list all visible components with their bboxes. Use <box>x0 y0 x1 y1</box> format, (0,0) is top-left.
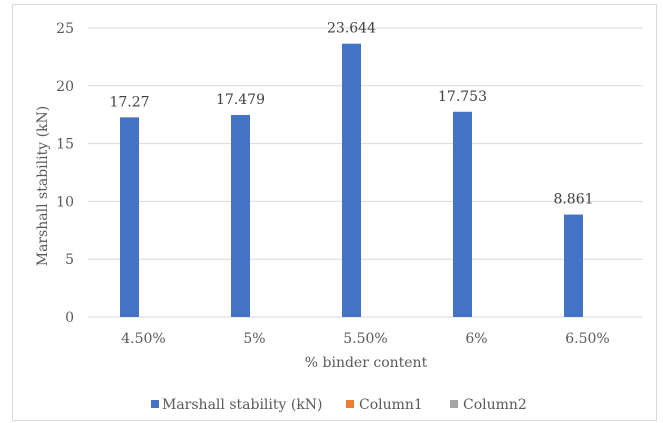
legend-swatch-series-3 <box>450 400 458 408</box>
legend-item-series-1: Marshall stability (kN) <box>151 397 323 413</box>
y-tick-label: 0 <box>65 310 74 326</box>
data-label: 17.753 <box>438 89 487 105</box>
bar <box>453 111 472 317</box>
x-tick-label: 5.50% <box>343 331 387 347</box>
data-label: 8.861 <box>553 192 593 208</box>
legend-swatch-series-2 <box>346 400 354 408</box>
data-label: 17.27 <box>109 94 149 110</box>
x-axis-title: % binder content <box>305 355 428 371</box>
data-labels: 17.27 17.479 23.644 17.753 8.861 <box>109 21 593 208</box>
legend-item-series-3: Column2 <box>450 397 527 413</box>
y-axis-ticks: 0 5 10 15 20 25 <box>56 21 74 326</box>
bar <box>120 117 139 318</box>
bar <box>231 114 250 318</box>
x-axis-ticks: 4.50% 5% 5.50% 6% 6.50% <box>121 331 609 347</box>
x-tick-label: 4.50% <box>121 331 165 347</box>
x-tick-label: 6% <box>465 331 487 347</box>
data-label: 17.479 <box>216 92 265 108</box>
x-tick-label: 6.50% <box>565 331 609 347</box>
x-tick-label: 5% <box>243 331 265 347</box>
y-tick-label: 20 <box>56 79 74 95</box>
y-axis-title: Marshall stability (kN) <box>35 106 51 267</box>
bars <box>120 43 583 318</box>
gridlines <box>88 27 643 318</box>
legend-label-series-3: Column2 <box>463 397 527 413</box>
legend-label-series-2: Column1 <box>359 397 423 413</box>
y-tick-label: 15 <box>56 137 74 153</box>
legend-swatch-series-1 <box>151 400 159 408</box>
legend: Marshall stability (kN) Column1 Column2 <box>151 397 527 413</box>
legend-label-series-1: Marshall stability (kN) <box>162 397 323 413</box>
chart-frame <box>12 4 657 421</box>
bar <box>342 43 361 318</box>
data-label: 23.644 <box>327 21 376 37</box>
y-tick-label: 25 <box>56 21 74 37</box>
legend-item-series-2: Column1 <box>346 397 423 413</box>
y-tick-label: 10 <box>56 194 74 210</box>
bar <box>564 214 583 317</box>
y-tick-label: 5 <box>65 252 74 268</box>
